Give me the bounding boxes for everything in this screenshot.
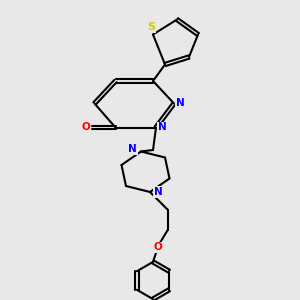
Text: O: O	[81, 122, 90, 133]
Text: N: N	[154, 187, 163, 197]
Text: N: N	[176, 98, 184, 109]
Text: O: O	[153, 242, 162, 253]
Text: N: N	[128, 144, 137, 154]
Text: S: S	[148, 22, 155, 32]
Text: N: N	[158, 122, 166, 133]
